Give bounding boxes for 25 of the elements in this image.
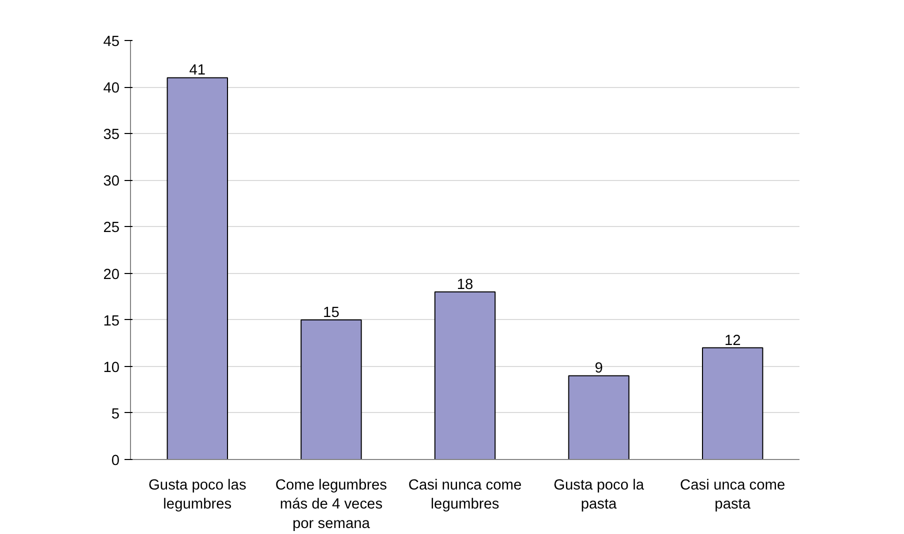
data-label: 12 bbox=[724, 332, 741, 349]
x-tick-label: Gusta poco la pasta bbox=[554, 478, 645, 513]
y-tick-label: 20 bbox=[103, 266, 120, 283]
y-tick-label: 40 bbox=[103, 80, 120, 97]
x-tick-label: Casi nunca come legumbres bbox=[408, 478, 522, 513]
y-tick-label: 10 bbox=[103, 360, 120, 376]
y-tick-label: 15 bbox=[103, 313, 120, 330]
y-tick-label: 0 bbox=[111, 453, 120, 469]
y-tick-label: 45 bbox=[103, 34, 120, 50]
bar bbox=[166, 77, 228, 460]
data-label: 41 bbox=[189, 62, 206, 79]
bar bbox=[568, 375, 630, 460]
bar bbox=[702, 347, 764, 460]
bar bbox=[434, 291, 496, 460]
x-tick-label: Casi unca come pasta bbox=[680, 478, 786, 513]
bar bbox=[300, 319, 362, 460]
data-label: 15 bbox=[323, 304, 340, 321]
y-tick-label: 30 bbox=[103, 174, 120, 190]
y-tick-label: 25 bbox=[103, 220, 120, 236]
data-label: 9 bbox=[594, 360, 603, 377]
x-tick-label: Gusta poco las legumbres bbox=[148, 478, 246, 513]
y-tick-label: 5 bbox=[111, 406, 120, 422]
x-tick-label: Come legumbres más de 4 veces por semana bbox=[275, 478, 388, 532]
data-label: 18 bbox=[456, 276, 474, 293]
y-tick-label: 35 bbox=[103, 127, 120, 144]
